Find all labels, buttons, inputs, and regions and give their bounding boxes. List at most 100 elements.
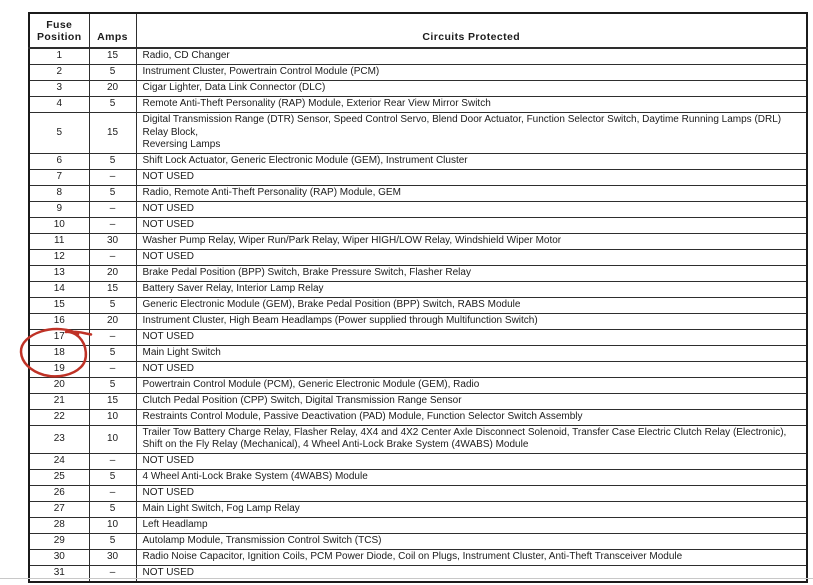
amps-cell: – (88, 248, 137, 266)
header-amps: Amps (88, 12, 137, 49)
table-row: 27 5 Main Light Switch, Fog Lamp Relay (28, 500, 808, 518)
table-row: 16 20 Instrument Cluster, High Beam Head… (28, 312, 808, 330)
table-row: 4 5 Remote Anti-Theft Personality (RAP) … (28, 96, 808, 113)
table-row: 29 5 Autolamp Module, Transmission Contr… (28, 532, 808, 550)
table-row: 13 20 Brake Pedal Position (BPP) Switch,… (28, 264, 808, 282)
fuse-position-cell: 9 (28, 200, 90, 218)
table-row: 21 15 Clutch Pedal Position (CPP) Switch… (28, 392, 808, 410)
amps-cell: 5 (88, 376, 137, 394)
circuits-cell: Trailer Tow Battery Charge Relay, Flashe… (135, 424, 808, 454)
circuits-cell: Instrument Cluster, Powertrain Control M… (135, 64, 808, 81)
fuse-position-cell: 10 (28, 216, 90, 234)
circuits-cell: Autolamp Module, Transmission Control Sw… (135, 532, 808, 550)
amps-cell: – (88, 564, 137, 582)
circuits-cell: NOT USED (135, 168, 808, 186)
amps-cell: 10 (88, 424, 137, 454)
circuits-cell: Clutch Pedal Position (CPP) Switch, Digi… (135, 392, 808, 410)
fuse-position-cell: 14 (28, 280, 90, 298)
table-row: 11 30 Washer Pump Relay, Wiper Run/Park … (28, 232, 808, 250)
fuse-position-cell: 17 (28, 328, 90, 346)
table-row: 18 5 Main Light Switch (28, 344, 808, 362)
table-header-row: Fuse Position Amps Circuits Protected (28, 12, 808, 49)
fuse-position-cell: 22 (28, 408, 90, 426)
circuits-cell: NOT USED (135, 248, 808, 266)
fuse-position-cell: 23 (28, 424, 90, 454)
amps-cell: 5 (88, 500, 137, 518)
amps-cell: 15 (88, 47, 137, 65)
table-row: 12 – NOT USED (28, 248, 808, 266)
circuits-cell: Shift Lock Actuator, Generic Electronic … (135, 152, 808, 170)
fuse-position-cell: 20 (28, 376, 90, 394)
circuits-cell: Main Light Switch, Fog Lamp Relay (135, 500, 808, 518)
fuse-position-cell: 3 (28, 80, 90, 97)
header-fuse-position: Fuse Position (28, 12, 90, 49)
table-row: 1 15 Radio, CD Changer (28, 47, 808, 65)
amps-cell: 5 (88, 184, 137, 202)
fuse-position-cell: 21 (28, 392, 90, 410)
circuits-cell: Battery Saver Relay, Interior Lamp Relay (135, 280, 808, 298)
amps-cell: 5 (88, 468, 137, 486)
amps-cell: 15 (88, 280, 137, 298)
table-row: 30 30 Radio Noise Capacitor, Ignition Co… (28, 548, 808, 566)
amps-cell: 5 (88, 532, 137, 550)
circuits-cell: Main Light Switch (135, 344, 808, 362)
circuits-cell: NOT USED (135, 564, 808, 582)
amps-cell: 15 (88, 392, 137, 410)
circuits-cell: Radio Noise Capacitor, Ignition Coils, P… (135, 548, 808, 566)
amps-cell: – (88, 360, 137, 378)
fuse-position-cell: 8 (28, 184, 90, 202)
circuits-cell: Powertrain Control Module (PCM), Generic… (135, 376, 808, 394)
fuse-position-cell: 15 (28, 296, 90, 314)
fuse-position-cell: 31 (28, 564, 90, 582)
amps-cell: – (88, 452, 137, 470)
circuits-cell: NOT USED (135, 360, 808, 378)
table-row: 25 5 4 Wheel Anti-Lock Brake System (4WA… (28, 468, 808, 486)
fuse-table: Fuse Position Amps Circuits Protected 1 … (28, 12, 808, 583)
table-row: 20 5 Powertrain Control Module (PCM), Ge… (28, 376, 808, 394)
table-row: 28 10 Left Headlamp (28, 516, 808, 534)
table-row: 3 20 Cigar Lighter, Data Link Connector … (28, 80, 808, 97)
amps-cell: 5 (88, 344, 137, 362)
table-row: 26 – NOT USED (28, 484, 808, 502)
amps-cell: 30 (88, 548, 137, 566)
amps-cell: 20 (88, 312, 137, 330)
fuse-position-cell: 7 (28, 168, 90, 186)
table-row: 31 – NOT USED (28, 564, 808, 582)
table-row: 5 15 Digital Transmission Range (DTR) Se… (28, 112, 808, 154)
fuse-position-cell: 27 (28, 500, 90, 518)
table-row: 19 – NOT USED (28, 360, 808, 378)
fuse-position-cell: 19 (28, 360, 90, 378)
fuse-position-cell: 18 (28, 344, 90, 362)
amps-cell: 5 (88, 64, 137, 81)
circuits-cell: Radio, CD Changer (135, 47, 808, 65)
amps-cell: – (88, 328, 137, 346)
circuits-cell: Generic Electronic Module (GEM), Brake P… (135, 296, 808, 314)
amps-cell: 20 (88, 80, 137, 97)
amps-cell: – (88, 484, 137, 502)
amps-cell: 30 (88, 232, 137, 250)
amps-cell: 10 (88, 408, 137, 426)
circuits-cell: NOT USED (135, 200, 808, 218)
amps-cell: 20 (88, 264, 137, 282)
fuse-position-cell: 16 (28, 312, 90, 330)
fuse-position-cell: 24 (28, 452, 90, 470)
amps-cell: – (88, 168, 137, 186)
table-row: 9 – NOT USED (28, 200, 808, 218)
circuits-cell: Brake Pedal Position (BPP) Switch, Brake… (135, 264, 808, 282)
amps-cell: 10 (88, 516, 137, 534)
circuits-cell: NOT USED (135, 328, 808, 346)
table-row: 8 5 Radio, Remote Anti-Theft Personality… (28, 184, 808, 202)
scan-edge-line (0, 578, 813, 579)
table-row: 2 5 Instrument Cluster, Powertrain Contr… (28, 64, 808, 81)
table-row: 10 – NOT USED (28, 216, 808, 234)
circuits-cell: Instrument Cluster, High Beam Headlamps … (135, 312, 808, 330)
circuits-cell: NOT USED (135, 452, 808, 470)
circuits-cell: Radio, Remote Anti-Theft Personality (RA… (135, 184, 808, 202)
table-row: 14 15 Battery Saver Relay, Interior Lamp… (28, 280, 808, 298)
table-row: 17 – NOT USED (28, 328, 808, 346)
header-circuits-protected: Circuits Protected (135, 12, 808, 49)
fuse-position-cell: 2 (28, 64, 90, 81)
circuits-cell: Remote Anti-Theft Personality (RAP) Modu… (135, 96, 808, 113)
circuits-cell: Washer Pump Relay, Wiper Run/Park Relay,… (135, 232, 808, 250)
